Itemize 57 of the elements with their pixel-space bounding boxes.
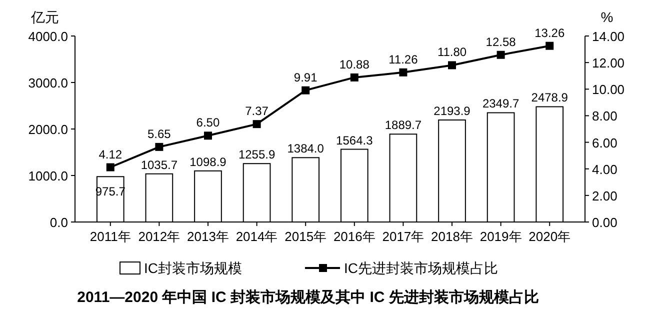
y2-tick-label: 10.00 [592,82,625,98]
data-label: 12.58 [486,34,516,49]
y2-tick-label: 2.00 [592,188,618,204]
point [496,50,505,59]
point [155,142,164,151]
data-label: 1255.9 [238,148,276,162]
data-label: 1098.9 [190,154,227,169]
data-label: 1889.7 [384,118,422,132]
data-label: 2349.7 [482,96,520,111]
x-tick-label: 2011年 [90,229,131,244]
data-label: 4.12 [98,147,122,162]
x-tick-label: 2018年 [431,229,473,244]
y2-tick-label: 14.00 [592,29,625,44]
y2-tick-label: 8.00 [592,108,618,124]
data-label: 1384.0 [287,142,324,156]
y2-tick-label: 12.00 [592,56,625,71]
data-label: 1564.3 [336,133,374,148]
data-label: 13.26 [534,26,565,40]
y2-tick-label: 0.00 [592,215,618,230]
data-label: 5.65 [148,126,172,141]
y2-axis-title: % [600,9,614,25]
text: 2011—2020 年中国 IC 封装市场规模及其中 IC 先进封装市场规模占比 [77,288,539,306]
y-tick-label: 3000.0 [28,76,68,90]
y-axis-title: 亿元 [30,9,59,25]
data-label: 10.88 [339,57,370,72]
legend-label: IC封装市场规模 [144,260,242,276]
data-label: 11.26 [388,52,418,66]
data-label: 11.80 [437,45,467,60]
y-tick-label: 0.0 [50,215,68,230]
data-label: 6.50 [196,116,220,130]
y-tick-label: 1000.0 [28,168,68,184]
data-label: 2478.9 [531,90,568,105]
data-label: 9.91 [294,70,318,84]
x-tick-label: 2015年 [284,229,327,244]
point [448,61,456,70]
point [252,120,261,128]
x-tick-label: 2012年 [138,229,180,244]
point [350,73,358,82]
point [302,86,310,94]
data-label: 2193.9 [434,104,471,118]
x-tick-label: 2019年 [480,229,522,244]
y-tick-label: 4000.0 [28,29,68,44]
point [546,42,554,50]
x-tick-label: 2013年 [187,229,229,244]
y2-tick-label: 6.00 [592,135,618,150]
x-tick-label: 2020年 [528,229,571,244]
x-tick-label: 2016年 [333,229,376,244]
data-label: 1035.7 [140,158,178,172]
y-tick-label: 2000.0 [28,122,68,137]
point [399,68,408,76]
point [106,163,114,172]
data-label: 7.37 [245,104,269,118]
x-tick-label: 2017年 [382,229,424,244]
point [204,132,212,140]
y2-tick-label: 4.00 [592,162,618,177]
legend-label: IC先进封装市场规模占比 [344,260,498,276]
x-tick-label: 2014年 [236,229,278,244]
